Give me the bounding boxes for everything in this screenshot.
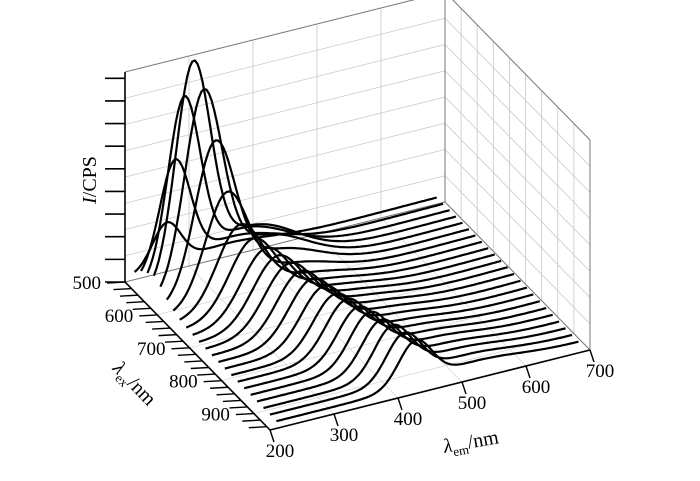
- y-axis-title: λex/nm: [105, 357, 160, 413]
- back-wall-hgrid: [124, 175, 446, 257]
- y-minor-tick: [145, 320, 164, 324]
- y-minor-tick: [210, 386, 229, 389]
- y-minor-tick: [184, 360, 203, 363]
- y-minor-tick: [158, 333, 177, 337]
- back-wall-hgrid: [124, 44, 446, 125]
- y-minor-tick: [235, 412, 254, 416]
- series-line-ex-700: [198, 254, 502, 343]
- side-wall-hgrid: [444, 44, 591, 193]
- x-tick-label: 200: [266, 441, 295, 462]
- y-minor-tick: [197, 373, 216, 376]
- series-line-ex-720: [205, 261, 508, 350]
- y-minor-tick: [222, 399, 242, 403]
- side-wall-hgrid: [444, 17, 591, 167]
- x-axis-title: λem/nm: [441, 426, 502, 461]
- y-tick-label: 600: [105, 306, 134, 327]
- y-minor-tick: [119, 294, 138, 297]
- x-tick-label: 700: [586, 361, 615, 382]
- series-line-ex-680: [192, 246, 495, 336]
- series-line-ex-520: [140, 158, 444, 272]
- series-line-ex-600: [165, 139, 470, 301]
- series-line-ex-920: [269, 331, 573, 416]
- floor-grid: [188, 265, 335, 415]
- series-line-ex-560: [152, 59, 457, 277]
- y-minor-tick: [229, 406, 248, 409]
- series-line-ex-860: [250, 310, 553, 396]
- y-minor-tick: [190, 366, 209, 370]
- x-tick: [333, 413, 339, 427]
- box-frame-edge: [452, 0, 591, 141]
- floor-grid: [380, 217, 527, 367]
- y-minor-tick: [139, 314, 158, 317]
- series-line-ex-660: [185, 237, 489, 329]
- x-axis-line: [269, 349, 591, 431]
- series-line-ex-620: [172, 190, 476, 312]
- y-minor-tick: [177, 353, 196, 357]
- series-layer: [133, 59, 579, 423]
- box-frame-edge: [124, 201, 446, 283]
- y-axis-line: [124, 281, 271, 431]
- y-minor-tick: [216, 393, 235, 396]
- y-tick-label: 800: [169, 372, 198, 393]
- y-tick-label: 500: [73, 273, 102, 294]
- floor-grid: [253, 333, 574, 414]
- x-tick-label: 600: [522, 377, 551, 398]
- y-minor-tick: [171, 347, 190, 350]
- y-minor-tick: [242, 419, 261, 422]
- side-wall-hgrid: [444, 96, 591, 246]
- series-line-ex-640: [179, 223, 483, 321]
- y-minor-tick: [132, 307, 151, 311]
- x-tick: [589, 349, 595, 363]
- x-tick-label: 400: [394, 409, 423, 430]
- x-tick-label: 500: [458, 393, 487, 414]
- series-line-ex-880: [256, 318, 560, 403]
- side-wall-hgrid: [444, 149, 591, 298]
- side-wall-hgrid: [444, 122, 591, 272]
- side-wall-hgrid: [444, 175, 591, 325]
- x-tick: [397, 397, 403, 411]
- back-wall-hgrid: [124, 0, 415, 73]
- y-minor-tick: [152, 327, 171, 330]
- y-tick-label: 700: [137, 339, 166, 360]
- series-line-ex-580: [159, 87, 463, 288]
- y-minor-tick: [203, 379, 222, 383]
- z-axis-title: I/CPS: [79, 156, 101, 205]
- series-line-ex-760: [218, 277, 521, 363]
- y-minor-tick: [164, 340, 184, 343]
- back-wall-hgrid: [124, 122, 446, 204]
- x-tick: [525, 365, 531, 379]
- box-frame-edge: [444, 201, 591, 351]
- side-wall-hgrid: [444, 70, 591, 220]
- back-wall-hgrid: [124, 96, 446, 178]
- x-tick: [461, 381, 467, 395]
- box-frame-edge: [124, 0, 416, 73]
- series-line-ex-740: [211, 269, 515, 357]
- y-minor-tick: [106, 281, 126, 284]
- y-tick-label: 900: [201, 405, 230, 426]
- series-line-ex-940: [276, 338, 579, 423]
- x-tick-label: 300: [330, 425, 359, 446]
- x-tick: [269, 429, 275, 443]
- y-minor-tick: [126, 301, 145, 304]
- y-minor-tick: [113, 287, 132, 291]
- axes-layer: [124, 0, 591, 431]
- series-line-ex-820: [237, 297, 541, 383]
- series-line-ex-780: [224, 284, 528, 370]
- y-minor-tick: [248, 426, 267, 429]
- back-wall-hgrid: [124, 17, 446, 99]
